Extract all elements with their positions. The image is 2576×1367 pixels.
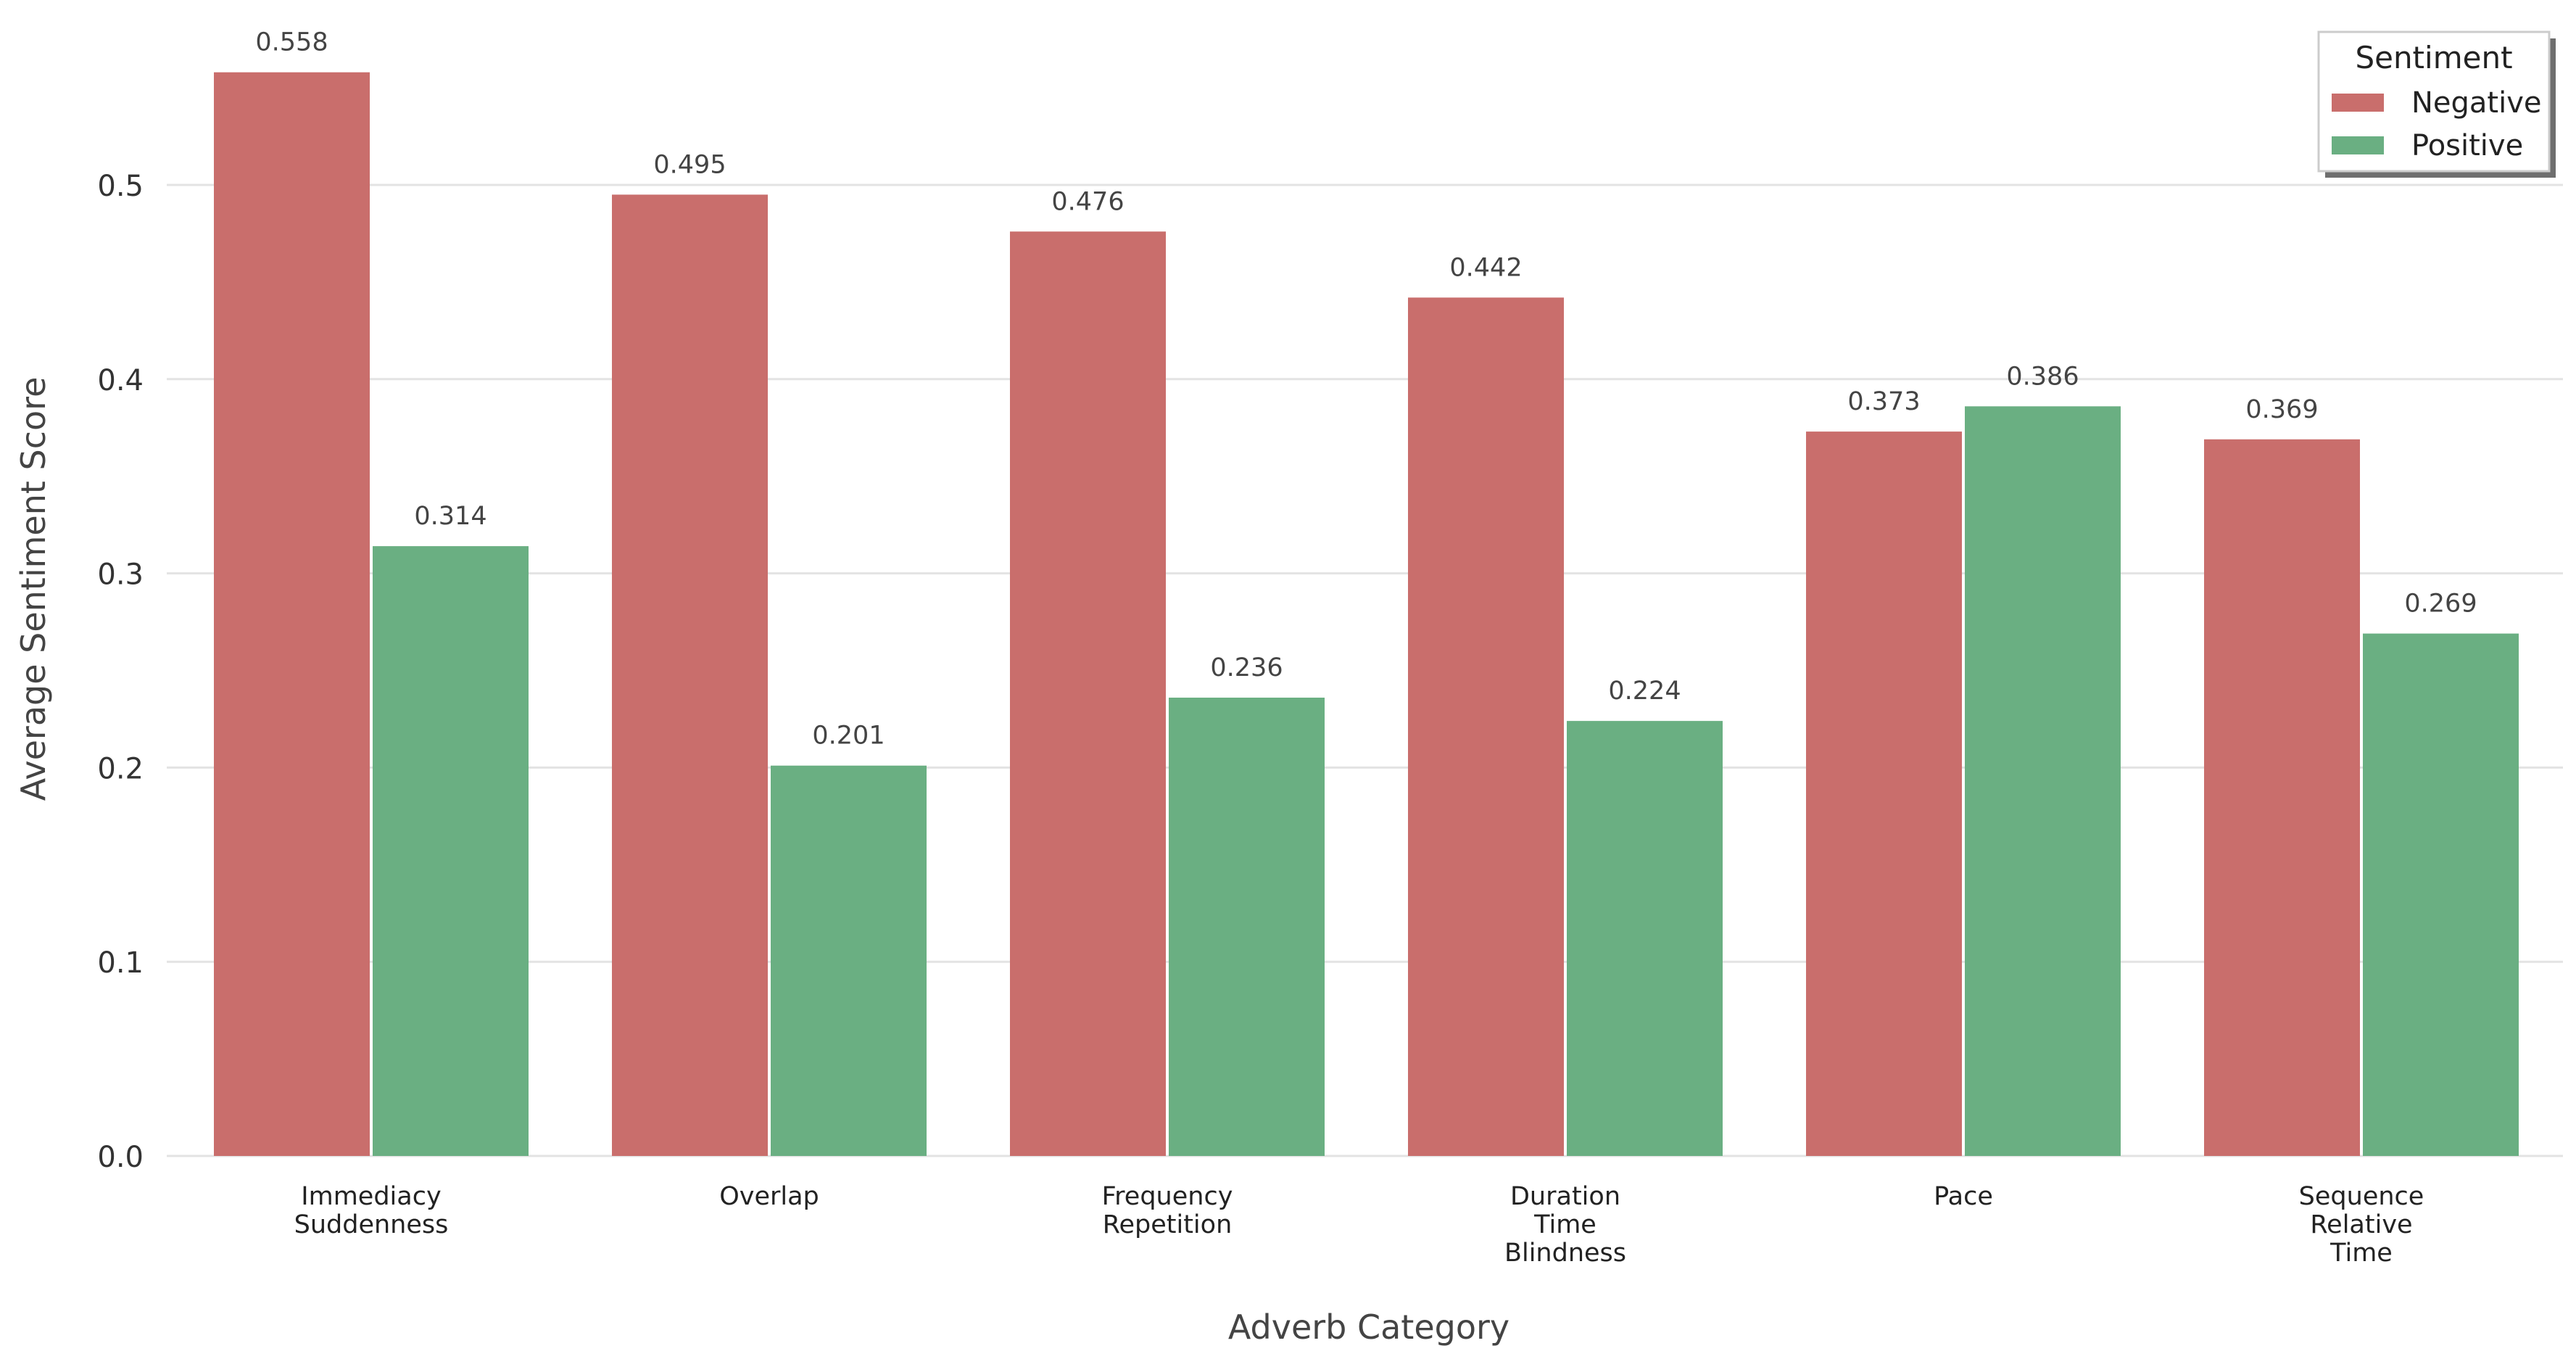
y-tick-label: 0.5 — [97, 170, 144, 203]
data-label: 0.224 — [1608, 677, 1681, 706]
bar-negative-1[interactable] — [612, 194, 768, 1156]
bars — [214, 72, 2519, 1157]
bar-negative-5[interactable] — [2204, 439, 2360, 1156]
value-labels: 0.558 0.495 0.476 0.442 0.373 0.369 0.314 0.201… — [255, 28, 2477, 751]
bar-positive-0[interactable] — [373, 546, 529, 1156]
bar-positive-3[interactable] — [1567, 721, 1723, 1156]
bar-negative-4[interactable] — [1806, 431, 1962, 1156]
gridlines — [167, 183, 2563, 1157]
legend-title: Sentiment — [2355, 40, 2512, 75]
x-tick-label-line: Immediacy — [301, 1182, 441, 1211]
bar-positive-5[interactable] — [2363, 633, 2519, 1156]
y-tick-label: 0.2 — [97, 752, 144, 785]
x-tick-label-line: Overlap — [719, 1182, 819, 1211]
data-label: 0.314 — [414, 502, 486, 531]
x-tick-label: Sequence Relative Time — [2299, 1182, 2424, 1268]
bar-positive-2[interactable] — [1169, 697, 1325, 1156]
legend-label-positive: Positive — [2411, 129, 2523, 162]
x-tick-label: Immediacy Suddenness — [294, 1182, 449, 1239]
data-label: 0.236 — [1210, 653, 1283, 682]
x-tick-label: Pace — [1934, 1182, 1993, 1211]
x-axis-label: Adverb Category — [1228, 1308, 1509, 1347]
bar-positive-1[interactable] — [771, 765, 927, 1156]
data-label: 0.442 — [1449, 253, 1522, 282]
y-axis-label: Average Sentiment Score — [14, 377, 53, 801]
x-tick-label-line: Suddenness — [294, 1210, 449, 1239]
legend-label-negative: Negative — [2411, 86, 2542, 120]
y-tick-label: 0.4 — [97, 364, 144, 397]
y-tick-label: 0.0 — [97, 1141, 144, 1174]
x-tick-label-line: Sequence — [2299, 1182, 2424, 1211]
bar-negative-0[interactable] — [214, 72, 370, 1156]
legend-swatch-positive — [2332, 136, 2384, 154]
data-label: 0.476 — [1051, 187, 1124, 216]
x-tick-label-line: Pace — [1934, 1182, 1993, 1211]
x-tick-label-line: Frequency — [1102, 1182, 1233, 1211]
y-tick-label: 0.1 — [97, 946, 144, 980]
x-tick-label: Duration Time Blindness — [1504, 1182, 1626, 1268]
data-label: 0.373 — [1847, 387, 1920, 416]
data-label: 0.269 — [2404, 590, 2477, 619]
bar-positive-4[interactable] — [1965, 406, 2121, 1156]
legend[interactable]: Sentiment Negative Positive — [2317, 30, 2556, 178]
data-label: 0.386 — [2006, 362, 2079, 391]
y-axis-ticks: 0.0 0.1 0.2 0.3 0.4 0.5 — [97, 170, 144, 1174]
x-tick-label-line: Time — [1533, 1210, 1596, 1239]
x-tick-label-line: Relative — [2310, 1210, 2412, 1239]
y-tick-label: 0.3 — [97, 558, 144, 592]
x-tick-label: Frequency Repetition — [1102, 1182, 1233, 1239]
data-label: 0.201 — [812, 722, 885, 751]
data-label: 0.369 — [2245, 395, 2318, 424]
x-axis-ticks: Immediacy Suddenness Overlap Frequency Repet… — [294, 1182, 2424, 1268]
data-label: 0.495 — [653, 150, 726, 179]
x-tick-label-line: Blindness — [1504, 1239, 1626, 1268]
x-tick-label-line: Duration — [1510, 1182, 1620, 1211]
x-tick-label-line: Repetition — [1103, 1210, 1233, 1239]
data-label: 0.558 — [255, 28, 328, 57]
legend-swatch-negative — [2332, 94, 2384, 112]
bar-negative-3[interactable] — [1408, 297, 1564, 1157]
x-tick-label: Overlap — [719, 1182, 819, 1211]
x-tick-label-line: Time — [2329, 1239, 2393, 1268]
bar-negative-2[interactable] — [1010, 231, 1166, 1157]
